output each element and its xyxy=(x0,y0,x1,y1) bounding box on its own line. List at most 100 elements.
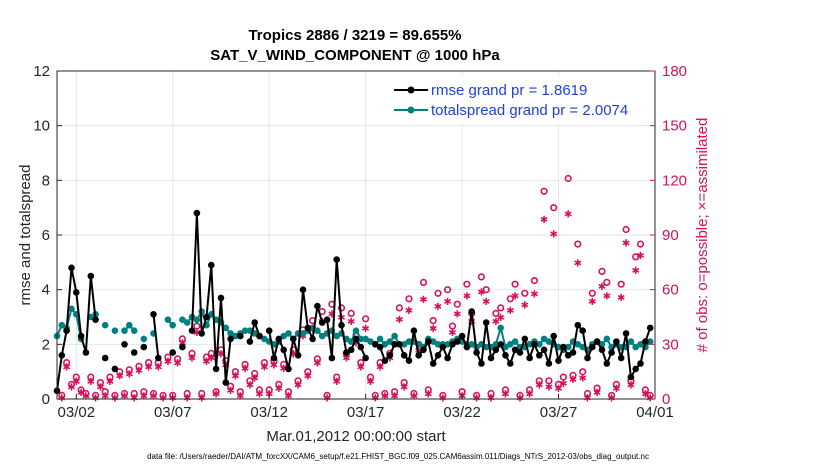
rmse-point xyxy=(290,335,297,343)
x-axis-ticks: 03/02 03/07 03/12 03/17 03/22 03/27 04/01 xyxy=(58,394,674,421)
obs-assimilated-point: ✱ xyxy=(77,388,85,399)
y-axis-right-ticks: 0 30 60 90 120 150 180 xyxy=(650,63,687,408)
obs-assimilated-point: ✱ xyxy=(477,288,485,299)
y-right-tick-label: 180 xyxy=(662,63,687,80)
obs-assimilated-point: ✱ xyxy=(173,359,181,370)
y-tick-label: 2 xyxy=(42,336,50,353)
obs-possible-point xyxy=(313,355,322,363)
obs-possible-point xyxy=(405,295,413,303)
rmse-point xyxy=(251,319,258,326)
obs-possible-point xyxy=(434,289,442,297)
obs-possible-point xyxy=(574,240,582,248)
obs-possible-point xyxy=(193,322,201,330)
obs-assimilated-point: ✱ xyxy=(120,392,128,403)
rmse-point xyxy=(492,346,500,354)
obs-possible-point xyxy=(400,379,408,387)
rmse-point xyxy=(362,354,369,362)
rmse-point xyxy=(323,316,331,324)
obs-possible-point xyxy=(198,389,206,398)
totalspread-point xyxy=(545,338,553,345)
obs-assimilated-point: ✱ xyxy=(241,364,249,375)
obs-assimilated-point: ✱ xyxy=(299,331,307,342)
rmse-point xyxy=(391,341,398,348)
obs-possible-point xyxy=(145,359,153,367)
obs-assimilated-point: ✱ xyxy=(559,379,567,390)
rmse-point xyxy=(627,373,635,381)
obs-possible-point xyxy=(333,373,341,381)
obs-possible-point xyxy=(448,322,457,330)
obs-possible-point xyxy=(149,389,158,398)
obs-assimilated-point: ✱ xyxy=(313,359,321,370)
x-tick-label: 03/02 xyxy=(58,404,96,421)
obs-possible-point xyxy=(588,289,596,297)
rmse-point xyxy=(77,332,85,340)
obs-assimilated-point: ✱ xyxy=(144,362,152,373)
obs-assimilated-point: ✱ xyxy=(217,350,225,361)
obs-assimilated-point: ✱ xyxy=(275,384,283,395)
obs-possible-point xyxy=(641,386,650,394)
totalspread-point xyxy=(347,338,355,345)
x-tick-label: 03/22 xyxy=(443,404,481,421)
obs-possible-point xyxy=(453,300,461,308)
obs-assimilated-point: ✱ xyxy=(627,381,635,392)
rmse-point xyxy=(463,343,471,351)
rmse-point xyxy=(227,335,234,343)
y-tick-label: 8 xyxy=(42,172,50,189)
obs-possible-point xyxy=(188,349,196,358)
totalspread-point xyxy=(574,341,582,348)
obs-assimilated-point: ✱ xyxy=(588,297,596,308)
obs-possible-point xyxy=(207,349,215,358)
chart-subtitle: SAT_V_WIND_COMPONENT @ 1000 hPa xyxy=(210,47,500,64)
obs-assimilated-point: ✱ xyxy=(424,390,432,401)
obs-assimilated-point: ✱ xyxy=(521,300,529,311)
obs-possible-point xyxy=(579,368,587,376)
obs-possible-point xyxy=(183,389,191,398)
totalspread-point xyxy=(227,330,234,337)
obs-assimilated-point: ✱ xyxy=(482,297,490,308)
totalspread-point xyxy=(367,338,374,345)
rmse-series xyxy=(53,209,654,395)
obs-possible-point xyxy=(617,280,625,288)
obs-assimilated-point: ✱ xyxy=(251,373,259,384)
obs-assimilated-point: ✱ xyxy=(342,353,350,364)
totalspread-point xyxy=(637,341,644,348)
obs-possible-point xyxy=(284,388,293,396)
rmse-point xyxy=(434,352,442,359)
obs-assimilated-point: ✱ xyxy=(140,392,148,403)
totalspread-point xyxy=(376,335,384,343)
y-right-tick-label: 90 xyxy=(662,227,679,244)
obs-assimilated-point: ✱ xyxy=(294,381,302,392)
rmse-point xyxy=(531,341,538,348)
totalspread-point xyxy=(193,316,201,324)
rmse-point xyxy=(352,335,360,343)
obs-possible-point xyxy=(159,391,167,400)
rmse-point xyxy=(275,335,283,343)
obs-assimilated-point: ✱ xyxy=(400,382,408,393)
obs-assimilated-point: ✱ xyxy=(284,392,292,403)
obs-possible-point xyxy=(501,386,510,394)
obs-assimilated-point: ✱ xyxy=(535,381,543,392)
obs-assimilated-point: ✱ xyxy=(429,324,437,335)
rmse-point xyxy=(265,327,273,335)
obs-assimilated-point: ✱ xyxy=(468,317,476,328)
totalspread-point xyxy=(646,338,654,345)
obs-assimilated-point: ✱ xyxy=(636,251,644,262)
rmse-point xyxy=(280,346,288,354)
totalspread-point xyxy=(391,332,398,340)
obs-assimilated-point: ✱ xyxy=(497,313,505,324)
legend-totalspread-marker xyxy=(407,106,415,114)
obs-assimilated-point: ✱ xyxy=(82,392,90,403)
legend-rmse-marker xyxy=(407,86,415,94)
totalspread-point xyxy=(632,343,639,351)
rmse-point xyxy=(87,272,95,280)
obs-possible-point xyxy=(275,380,283,389)
obs-assimilated-point: ✱ xyxy=(328,310,336,321)
rmse-point xyxy=(468,308,476,315)
obs-assimilated-point: ✱ xyxy=(501,390,509,401)
obs-possible-point xyxy=(598,267,606,276)
obs-possible-point xyxy=(516,391,524,400)
totalspread-point xyxy=(444,341,451,348)
obs-assimilated-point: ✱ xyxy=(525,390,533,401)
y-tick-label: 10 xyxy=(33,118,50,135)
obs-assimilated-point: ✱ xyxy=(641,390,649,401)
